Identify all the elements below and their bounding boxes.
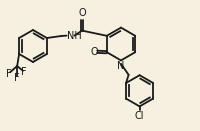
Text: F: F [21,67,27,77]
Text: O: O [90,47,98,57]
Text: N: N [117,61,125,71]
Text: F: F [14,73,20,83]
Text: Cl: Cl [135,111,144,121]
Text: NH: NH [67,31,82,41]
Text: O: O [78,8,86,18]
Text: F: F [6,69,12,79]
